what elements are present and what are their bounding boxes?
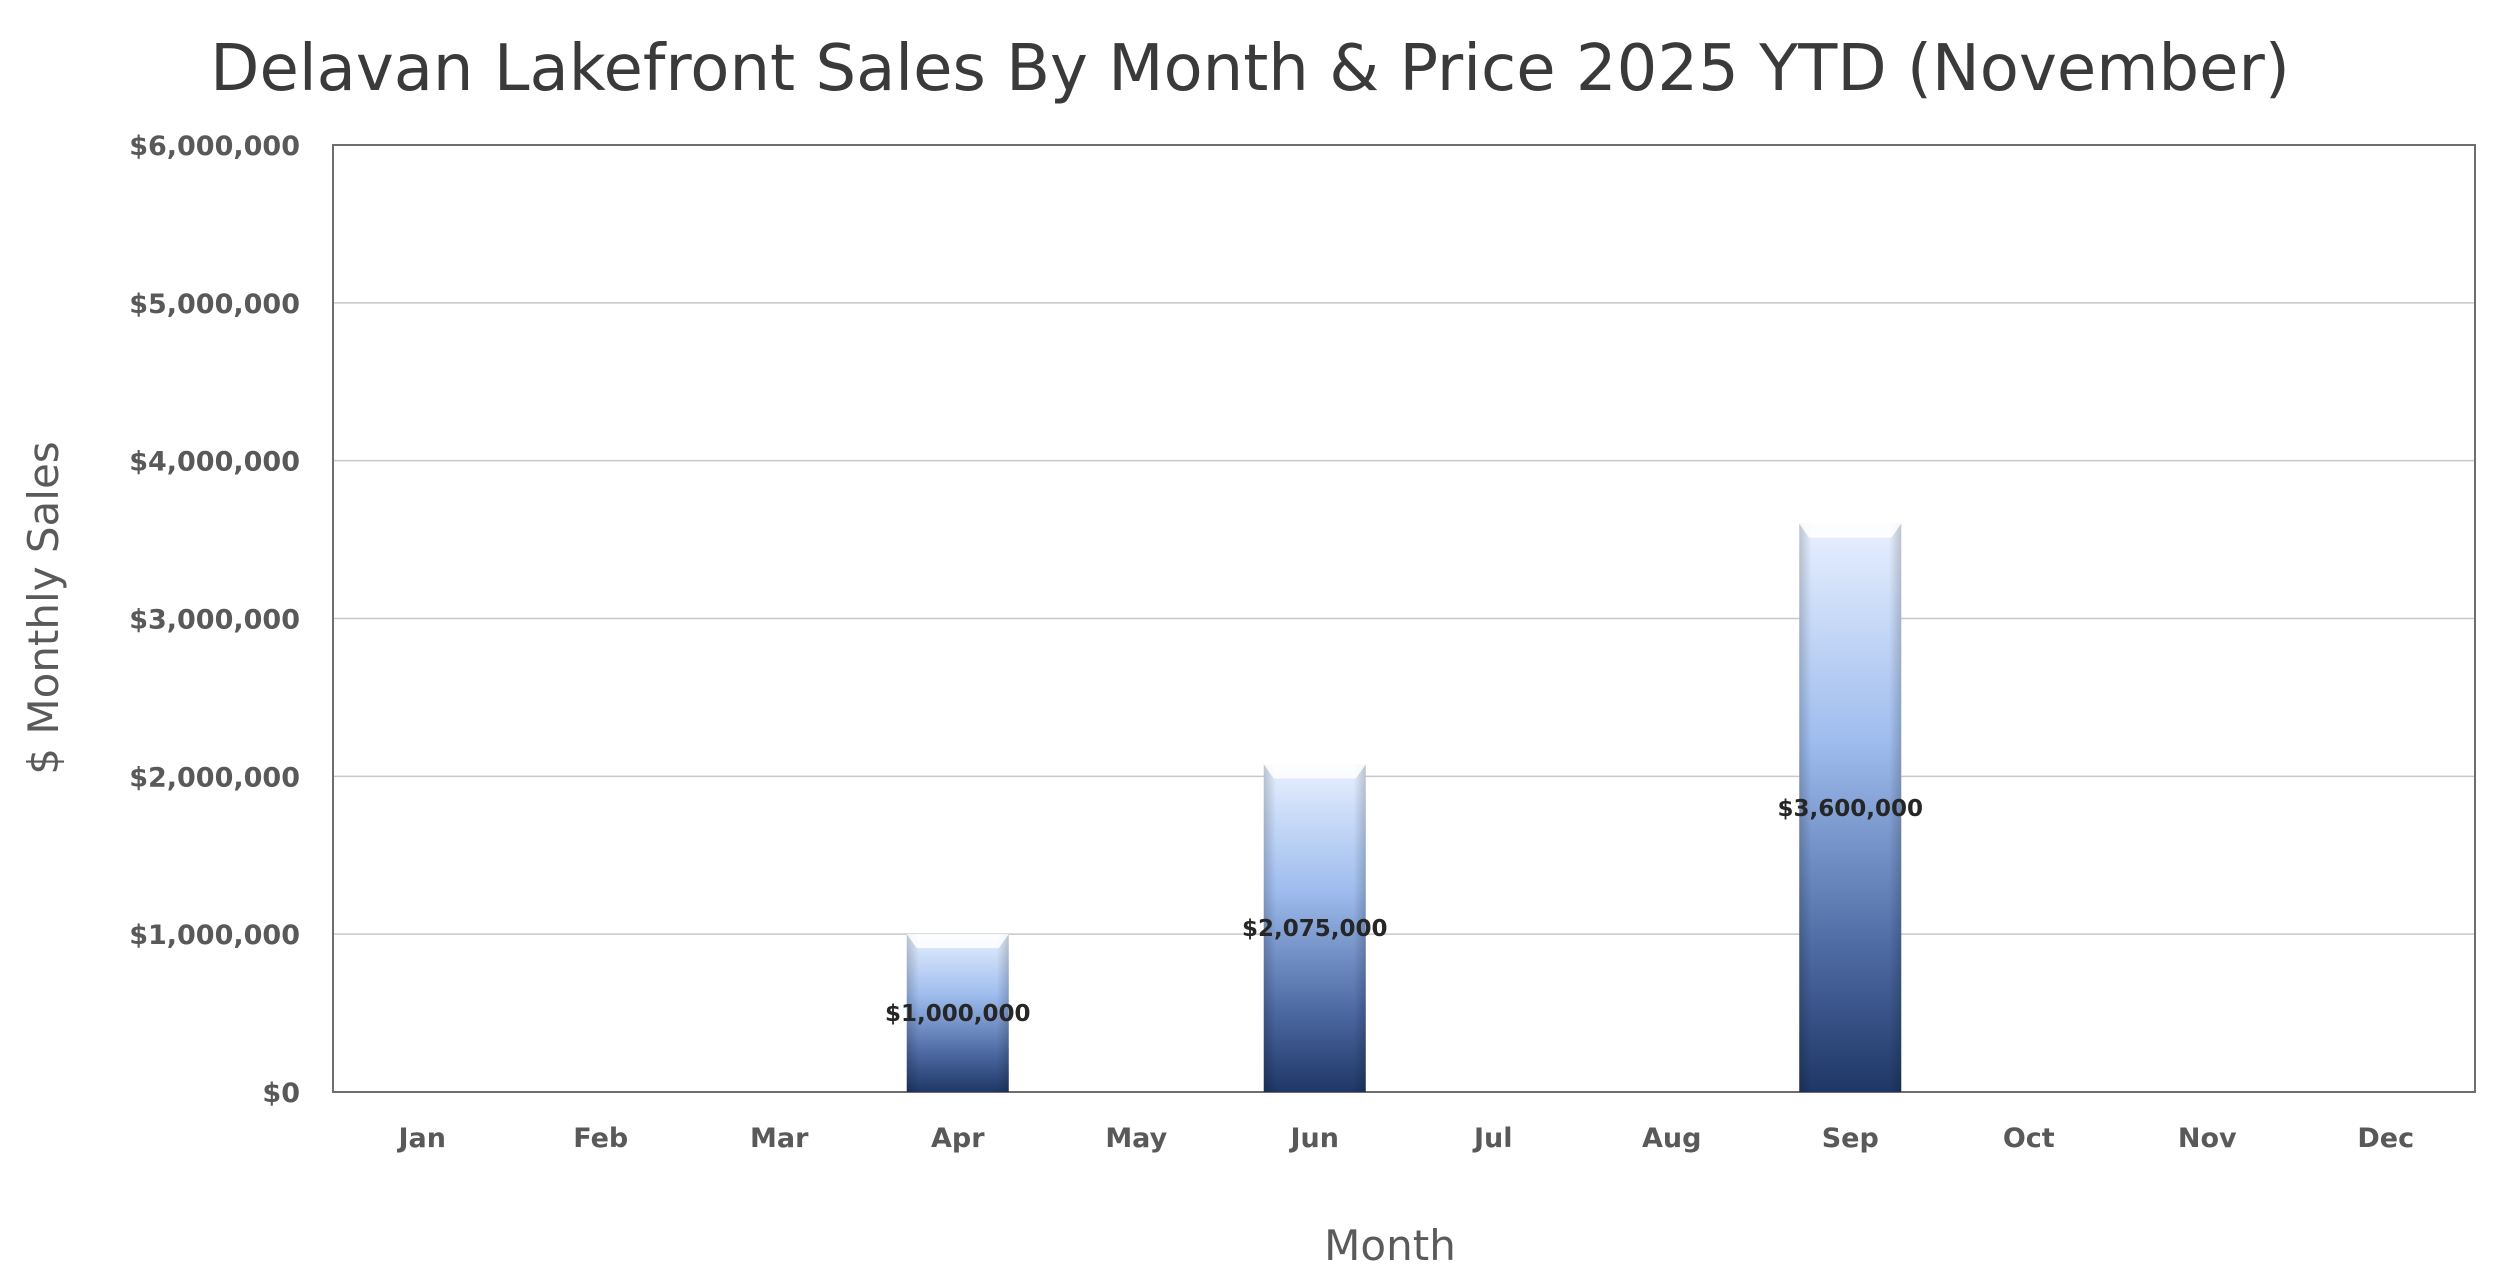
gridlines bbox=[332, 144, 2476, 1093]
chart-title: Delavan Lakefront Sales By Month & Price… bbox=[210, 32, 2290, 106]
x-tick-label: Jun bbox=[1289, 1123, 1340, 1154]
bars bbox=[906, 523, 1902, 1092]
data-label: $2,075,000 bbox=[1242, 916, 1388, 942]
bar-top-bevel bbox=[906, 934, 1009, 949]
y-tick-label: $0 bbox=[262, 1078, 300, 1109]
y-tick-label: $5,000,000 bbox=[129, 289, 300, 320]
x-tick-label: Dec bbox=[2357, 1123, 2414, 1154]
x-axis-tick-labels: Jan Feb Mar Apr May Jun Jul Aug Sep Oct Nov Dec bbox=[397, 1123, 2415, 1154]
x-tick-label: Sep bbox=[1822, 1123, 1879, 1154]
x-axis-title: Month bbox=[1324, 1221, 1456, 1270]
y-tick-label: $2,000,000 bbox=[129, 762, 300, 793]
y-tick-label: $4,000,000 bbox=[129, 447, 300, 478]
bar-shade bbox=[1799, 523, 1902, 1092]
y-axis-tick-labels: $0 $1,000,000 $2,000,000 $3,000,000 $4,000,0… bbox=[129, 131, 300, 1109]
x-tick-label: Feb bbox=[573, 1123, 628, 1154]
x-tick-label: Jul bbox=[1472, 1123, 1513, 1154]
data-labels: $1,000,000 $2,075,000 $3,600,000 bbox=[885, 796, 1923, 1027]
x-tick-label: Mar bbox=[750, 1123, 809, 1154]
bar-shade bbox=[1263, 764, 1366, 1092]
y-tick-label: $6,000,000 bbox=[129, 131, 300, 162]
y-tick-label: $3,000,000 bbox=[129, 605, 300, 636]
x-tick-label: Jan bbox=[397, 1123, 447, 1154]
x-tick-label: Nov bbox=[2178, 1123, 2237, 1154]
x-tick-label: Aug bbox=[1642, 1123, 1701, 1154]
plot-area-border bbox=[332, 144, 2476, 1093]
x-tick-label: Oct bbox=[2003, 1123, 2055, 1154]
bar-shade bbox=[906, 934, 1009, 1092]
x-tick-label: Apr bbox=[931, 1123, 985, 1154]
y-axis-title: $ Monthly Sales bbox=[19, 441, 68, 774]
data-label: $1,000,000 bbox=[885, 1001, 1031, 1027]
bar-top-bevel bbox=[1799, 523, 1902, 538]
data-label: $3,600,000 bbox=[1777, 796, 1923, 822]
x-tick-label: May bbox=[1105, 1123, 1167, 1154]
bar-top-bevel bbox=[1263, 764, 1366, 779]
y-tick-label: $1,000,000 bbox=[129, 920, 300, 951]
